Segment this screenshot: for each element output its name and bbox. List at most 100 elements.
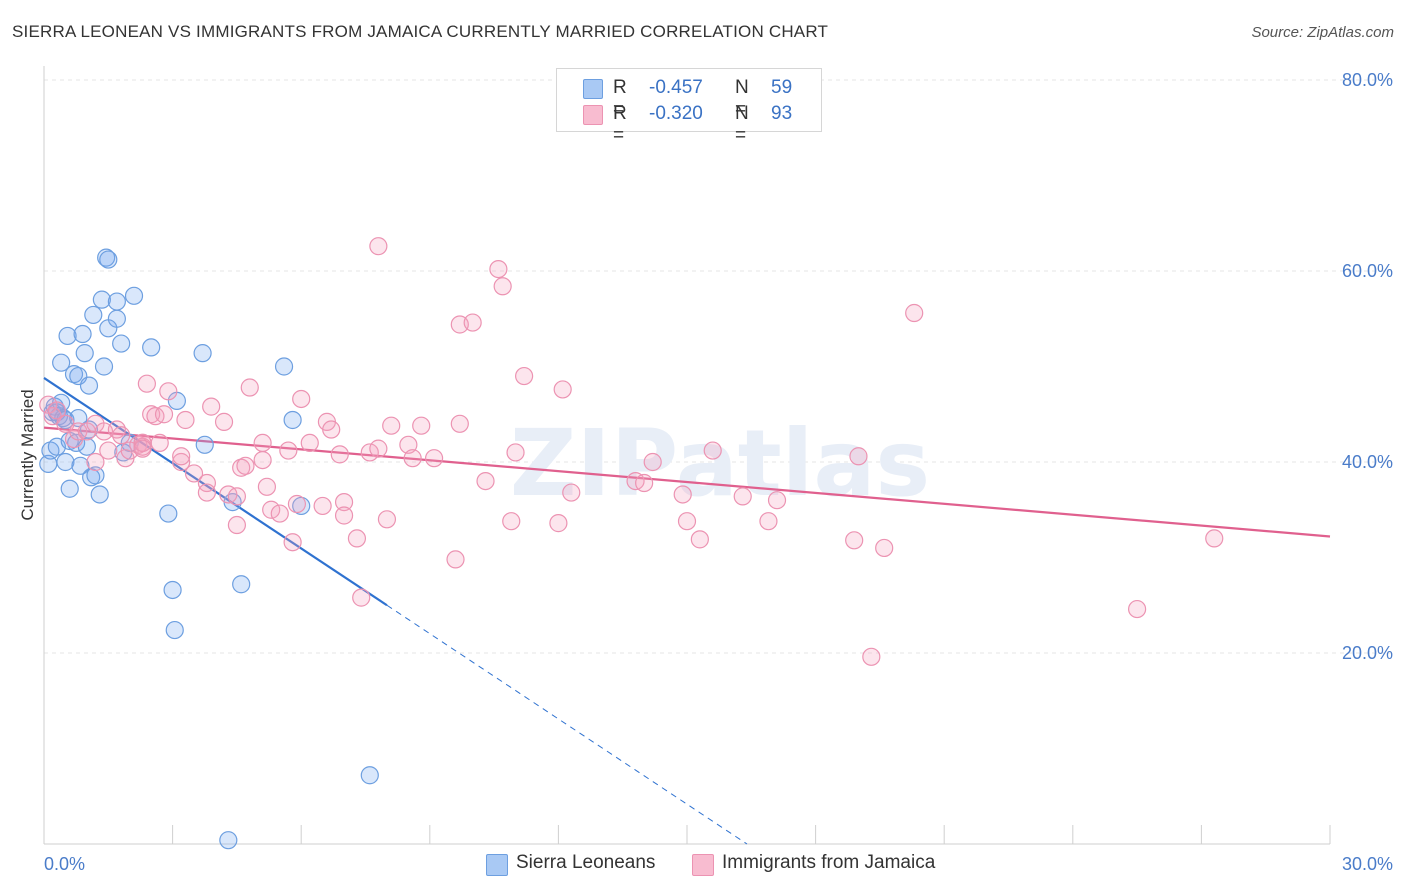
point-sierra-leonean: [71, 456, 90, 475]
point-sierra-leonean: [107, 292, 126, 311]
point-jamaica: [202, 397, 221, 416]
point-sierra-leonean: [92, 290, 111, 309]
point-jamaica: [1127, 599, 1147, 619]
point-jamaica: [253, 433, 272, 452]
point-jamaica: [463, 313, 482, 332]
point-jamaica: [154, 405, 174, 424]
point-jamaica: [450, 414, 469, 433]
point-jamaica: [159, 382, 178, 401]
point-jamaica: [502, 512, 521, 531]
point-jamaica: [412, 416, 431, 435]
legend-swatch-pink: [583, 105, 603, 125]
point-jamaica: [360, 443, 379, 462]
point-jamaica: [176, 410, 195, 430]
y-tick-label: 40.0%: [1342, 452, 1393, 472]
legend-label: Sierra Leoneans: [516, 852, 656, 873]
point-jamaica: [352, 588, 371, 607]
point-sierra-leonean: [232, 575, 251, 594]
point-jamaica: [493, 277, 512, 296]
point-jamaica: [703, 441, 722, 460]
point-jamaica: [382, 416, 401, 435]
point-jamaica: [322, 420, 341, 439]
point-jamaica: [733, 487, 752, 506]
point-sierra-leonean: [195, 435, 214, 454]
point-jamaica: [262, 500, 281, 519]
legend-r-label: R =: [613, 103, 627, 146]
y-axis-label: Currently Married: [18, 389, 37, 520]
point-sierra-leonean: [52, 353, 71, 372]
point-jamaica: [292, 389, 311, 409]
point-jamaica: [403, 449, 422, 468]
point-jamaica: [227, 487, 246, 506]
legend-r-label: R =: [613, 77, 627, 120]
legend-r-value: -0.457: [649, 77, 703, 98]
point-sierra-leonean: [79, 376, 99, 395]
legend-swatch-blue: [486, 854, 508, 876]
point-jamaica: [489, 259, 508, 279]
point-sierra-leonean: [90, 485, 109, 504]
point-jamaica: [399, 435, 418, 454]
point-jamaica: [562, 483, 581, 502]
point-sierra-leonean: [219, 831, 238, 850]
point-jamaica: [424, 449, 444, 468]
point-jamaica: [47, 401, 66, 420]
point-jamaica: [767, 491, 787, 510]
point-sierra-leonean: [124, 286, 144, 305]
point-jamaica: [759, 512, 778, 531]
point-jamaica: [690, 530, 709, 549]
legend-label: Immigrants from Jamaica: [722, 852, 936, 873]
point-sierra-leonean: [60, 479, 79, 498]
legend-n-label: N =: [735, 77, 749, 120]
point-jamaica: [515, 366, 534, 386]
point-jamaica: [334, 493, 354, 512]
point-sierra-leonean: [58, 326, 77, 346]
point-jamaica: [849, 447, 868, 466]
point-jamaica: [214, 412, 234, 431]
point-jamaica: [369, 237, 388, 256]
legend-swatch-blue: [583, 79, 603, 99]
point-jamaica: [553, 380, 572, 399]
point-jamaica: [1205, 529, 1224, 548]
point-sierra-leonean: [112, 334, 131, 353]
point-jamaica: [279, 441, 298, 460]
point-sierra-leonean: [360, 766, 379, 785]
correlation-legend: R = -0.457 N = 59 R = -0.320 N = 93: [556, 68, 822, 146]
point-sierra-leonean: [75, 344, 94, 363]
point-jamaica: [197, 473, 216, 493]
point-jamaica: [875, 538, 894, 558]
point-jamaica: [677, 512, 697, 531]
trendline-jamaica: [43, 426, 1331, 538]
point-jamaica: [905, 303, 924, 323]
point-sierra-leonean: [73, 324, 92, 344]
point-sierra-leonean: [86, 466, 105, 485]
point-jamaica: [300, 433, 319, 452]
point-sierra-leonean: [107, 309, 126, 328]
point-jamaica: [86, 452, 105, 472]
point-sierra-leonean: [99, 250, 118, 269]
point-jamaica: [150, 433, 169, 452]
point-sierra-leonean: [165, 620, 184, 640]
point-jamaica: [862, 647, 881, 666]
point-jamaica: [112, 426, 131, 445]
point-jamaica: [197, 483, 216, 502]
point-jamaica: [227, 515, 246, 535]
point-jamaica: [133, 439, 152, 458]
point-jamaica: [506, 443, 525, 462]
x-tick-label: 30.0%: [1342, 854, 1393, 874]
chart-title: SIERRA LEONEAN VS IMMIGRANTS FROM JAMAIC…: [12, 22, 829, 41]
point-jamaica: [99, 441, 118, 460]
source-credit: Source: ZipAtlas.com: [1251, 24, 1394, 41]
point-jamaica: [845, 531, 864, 550]
point-jamaica: [313, 496, 332, 516]
legend-swatch-pink: [692, 854, 714, 876]
point-jamaica: [330, 445, 349, 464]
point-jamaica: [287, 494, 307, 514]
y-tick-label: 80.0%: [1342, 70, 1393, 90]
point-jamaica: [283, 533, 302, 552]
legend-r-value: -0.320: [649, 103, 703, 124]
point-jamaica: [270, 504, 289, 523]
point-jamaica: [184, 464, 204, 483]
axes: [43, 66, 1331, 845]
legend-n-label: N =: [735, 103, 749, 146]
